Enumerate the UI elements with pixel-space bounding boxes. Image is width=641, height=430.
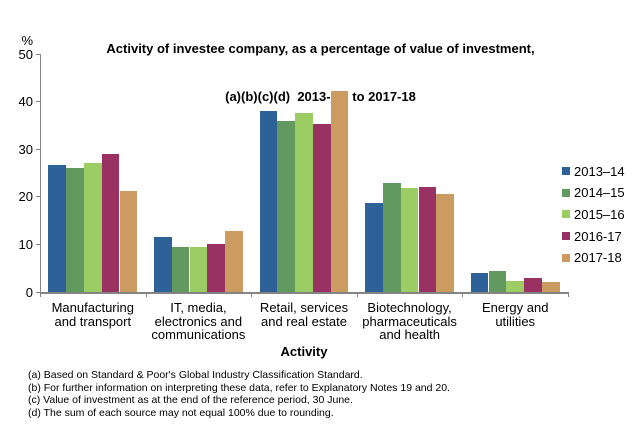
- legend-swatch: [562, 188, 570, 197]
- bar-2014–15: [66, 168, 84, 292]
- y-axis-tick: [36, 243, 40, 245]
- legend-label: 2015–16: [574, 206, 625, 222]
- y-axis-tick: [36, 291, 40, 293]
- bar-2013–14: [48, 164, 67, 292]
- y-axis-tick-label: 0: [25, 284, 33, 300]
- x-axis-title: Activity: [280, 344, 328, 359]
- x-axis-tick: [462, 292, 464, 297]
- bar-2014–15: [382, 182, 401, 292]
- y-axis-tick-label: 10: [18, 236, 33, 252]
- y-axis-tick-label: 30: [18, 141, 33, 157]
- x-axis-tick: [568, 292, 569, 297]
- chart-title-line1: Activity of investee company, as a perce…: [106, 41, 535, 56]
- bar-2016-17: [101, 153, 120, 292]
- y-axis-tick: [36, 148, 40, 150]
- legend-item: 2015–16: [562, 207, 625, 222]
- bar-2017-18: [436, 194, 455, 292]
- y-axis-tick-label: 20: [18, 189, 33, 205]
- y-axis-tick: [36, 196, 40, 198]
- y-axis-tick-label: 40: [18, 94, 33, 110]
- bar-2015–16: [506, 280, 525, 292]
- x-axis-tick: [40, 292, 41, 297]
- y-axis-tick: [36, 53, 40, 55]
- x-axis-tick: [356, 292, 358, 297]
- bar-2017-18: [330, 90, 349, 292]
- legend-swatch: [562, 232, 570, 241]
- x-axis-category-label: Manufacturing and transport: [51, 300, 134, 329]
- x-axis-tick: [145, 292, 147, 297]
- bar-2013–14: [470, 272, 489, 292]
- legend-item: 2016-17: [562, 229, 622, 244]
- legend-label: 2016-17: [574, 228, 622, 244]
- footnote-a: (a) Based on Standard & Poor's Global In…: [28, 369, 363, 381]
- y-axis-line: [40, 54, 41, 293]
- x-axis-category-label: IT, media, electronics and communication…: [151, 300, 246, 342]
- bar-2014–15: [171, 246, 190, 292]
- bar-2015–16: [295, 112, 313, 292]
- chart-title-line2: (a)(b)(c)(d) 2013-14 to 2017-18: [225, 89, 416, 104]
- bar-2016-17: [418, 187, 437, 292]
- y-axis-tick-label: 50: [18, 46, 33, 62]
- bar-2015–16: [189, 246, 208, 292]
- footnote-d: (d) The sum of each source may not equal…: [28, 406, 334, 419]
- legend-swatch: [562, 167, 570, 175]
- x-axis-category-label: Energy and utilities: [481, 300, 549, 329]
- bar-2013–14: [365, 203, 383, 292]
- bar-2016-17: [207, 244, 226, 292]
- chart-title: Activity of investee company, as a perce…: [0, 9, 641, 137]
- footnotes: (a) Based on Standard & Poor's Global In…: [28, 369, 450, 419]
- legend-swatch: [562, 253, 570, 262]
- x-axis-line: [40, 292, 569, 294]
- x-axis-category-label: Biotechnology, pharmaceuticals and healt…: [362, 300, 457, 342]
- bar-2015–16: [400, 188, 419, 292]
- bar-2013–14: [153, 236, 172, 292]
- bar-2013–14: [259, 111, 278, 292]
- legend-item: 2014–15: [562, 185, 625, 200]
- legend-swatch: [562, 210, 570, 219]
- x-axis-category-label: Retail, services and real estate: [259, 300, 349, 329]
- bar-2014–15: [277, 121, 296, 292]
- y-axis-unit-label: %: [21, 33, 33, 48]
- bar-2017-18: [541, 282, 560, 292]
- footnote-c: (c) Value of investment as at the end of…: [28, 394, 353, 406]
- bar-2016-17: [524, 278, 542, 292]
- bar-2015–16: [83, 162, 102, 292]
- bar-2017-18: [225, 230, 243, 292]
- bar-2017-18: [119, 190, 138, 292]
- y-axis-tick: [36, 101, 40, 103]
- footnote-b: (b) For further information on interpret…: [28, 381, 450, 394]
- bar-2014–15: [488, 271, 507, 292]
- legend-item: 2017-18: [562, 250, 622, 265]
- legend-label: 2013–14: [574, 163, 625, 179]
- legend-label: 2017-18: [574, 250, 622, 266]
- legend-item: 2013–14: [562, 164, 625, 179]
- bar-2016-17: [312, 124, 331, 292]
- legend-label: 2014–15: [574, 185, 625, 201]
- x-axis-tick: [251, 292, 253, 297]
